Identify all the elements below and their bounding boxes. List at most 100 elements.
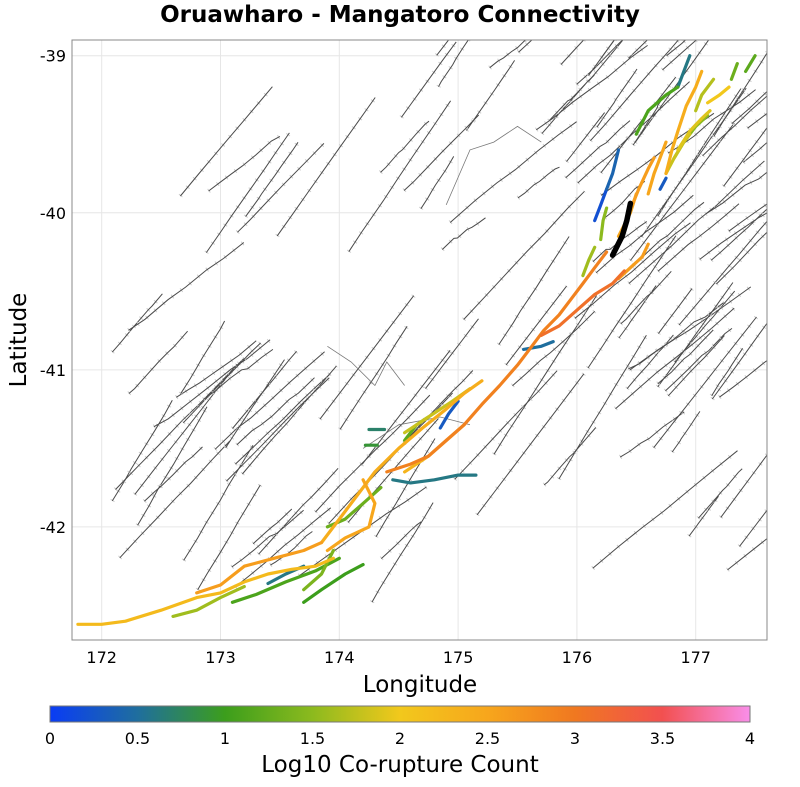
- colorbar-ticks: 0 0.5 1 1.5 2 2.5 3 3.5 4: [45, 729, 755, 748]
- fault-trace: [505, 285, 567, 366]
- fault-trace: [236, 377, 315, 446]
- fault-trace: [375, 438, 436, 538]
- fault-trace: [667, 335, 725, 397]
- fault-trace: [596, 68, 638, 128]
- y-tick-label: -40: [40, 204, 66, 223]
- x-tick-label: 175: [443, 648, 474, 667]
- fault-trace: [728, 203, 767, 232]
- fault-trace: [449, 121, 577, 223]
- fault-trace: [698, 468, 743, 519]
- co-rupture-fault-section: [729, 62, 739, 81]
- fault-trace: [111, 293, 163, 353]
- fault-trace: [403, 114, 480, 191]
- fault-trace: [671, 411, 701, 453]
- fault-trace: [441, 217, 486, 250]
- fault-trace: [628, 302, 724, 370]
- fault-trace: [615, 307, 735, 410]
- fault-trace: [633, 201, 705, 266]
- fault-trace: [731, 90, 767, 124]
- fault-trace: [380, 120, 430, 173]
- fault-trace: [560, 40, 585, 65]
- co-rupture-fault-section: [171, 585, 246, 618]
- colorbar-tick-label: 4: [745, 729, 755, 748]
- co-rupture-fault-section: [616, 242, 650, 281]
- fault-trace: [600, 76, 677, 174]
- y-tick-label: -41: [40, 361, 66, 380]
- co-rupture-fault-section: [694, 77, 716, 113]
- co-rupture-fault-section: [605, 148, 621, 191]
- coastline: [327, 125, 542, 449]
- fault-trace: [128, 330, 188, 394]
- fault-trace: [678, 220, 767, 326]
- fault-trace: [252, 508, 293, 545]
- colorbar-tick-label: 3: [570, 729, 580, 748]
- fault-trace: [665, 327, 733, 392]
- y-axis-label: Latitude: [6, 293, 32, 388]
- x-tick-label: 173: [205, 648, 236, 667]
- fault-trace: [632, 95, 665, 146]
- coastline-segment: [327, 345, 405, 387]
- co-rupture-fault-section: [195, 541, 324, 595]
- y-tick-label: -39: [40, 47, 66, 66]
- fault-trace: [720, 454, 767, 518]
- fault-trace: [739, 509, 767, 547]
- fault-trace: [657, 282, 734, 388]
- co-rupture-fault-section: [76, 556, 335, 626]
- fault-trace: [361, 349, 451, 466]
- fault-trace: [705, 171, 767, 215]
- fault-trace: [438, 40, 469, 87]
- fault-trace: [319, 295, 415, 420]
- fault-trace: [716, 231, 767, 285]
- fault-trace: [454, 370, 558, 480]
- fault-trace: [577, 81, 690, 184]
- fault-trace: [558, 335, 647, 480]
- co-rupture-fault-section: [385, 250, 609, 474]
- fault-trace: [592, 450, 738, 569]
- fault-trace: [400, 41, 457, 118]
- fault-trace: [595, 194, 694, 274]
- fault-trace: [183, 445, 254, 561]
- co-rupture-fault-section: [628, 156, 656, 212]
- colorbar-tick-label: 2.5: [475, 729, 500, 748]
- co-rupture-fault-section: [539, 269, 626, 337]
- fault-trace: [242, 365, 337, 475]
- fault-trace: [543, 427, 597, 486]
- x-tick-label: 172: [86, 648, 117, 667]
- y-tick-label: -42: [40, 518, 66, 537]
- fault-trace: [489, 40, 527, 69]
- fault-trace: [626, 334, 674, 390]
- fault-trace: [653, 316, 757, 449]
- fault-trace: [463, 190, 585, 320]
- co-rupture-fault-section: [391, 473, 478, 485]
- co-rupture-fault-section: [634, 85, 680, 136]
- fault-trace: [630, 122, 735, 261]
- fault-trace: [258, 467, 339, 555]
- map-title: Oruawharo - Mangatoro Connectivity: [160, 2, 640, 28]
- fault-trace: [380, 521, 422, 559]
- fault-trace: [565, 120, 631, 179]
- co-rupture-fault-section: [664, 69, 704, 176]
- fault-trace: [536, 44, 648, 131]
- fault-trace: [548, 74, 595, 122]
- fault-trace: [245, 142, 299, 217]
- fault-trace: [425, 318, 479, 389]
- fault-trace: [590, 40, 679, 142]
- fault-trace: [713, 52, 767, 137]
- colorbar-tick-label: 1: [220, 729, 230, 748]
- fault-trace: [180, 320, 226, 394]
- fault-trace: [742, 141, 767, 163]
- fault-trace: [688, 495, 719, 537]
- fault-trace: [315, 394, 431, 513]
- fault-trace: [666, 40, 687, 57]
- fault-trace: [208, 135, 281, 192]
- plot-area-background: [72, 40, 767, 640]
- colorbar-tick-label: 0.5: [125, 729, 150, 748]
- fault-trace: [203, 348, 274, 400]
- fault-trace: [225, 359, 285, 448]
- co-rupture-fault-section: [658, 176, 668, 191]
- fault-trace: [226, 377, 330, 482]
- fault-trace: [662, 40, 698, 71]
- co-rupture-fault-section: [593, 187, 609, 223]
- fault-trace: [576, 40, 624, 85]
- fault-trace: [235, 373, 331, 465]
